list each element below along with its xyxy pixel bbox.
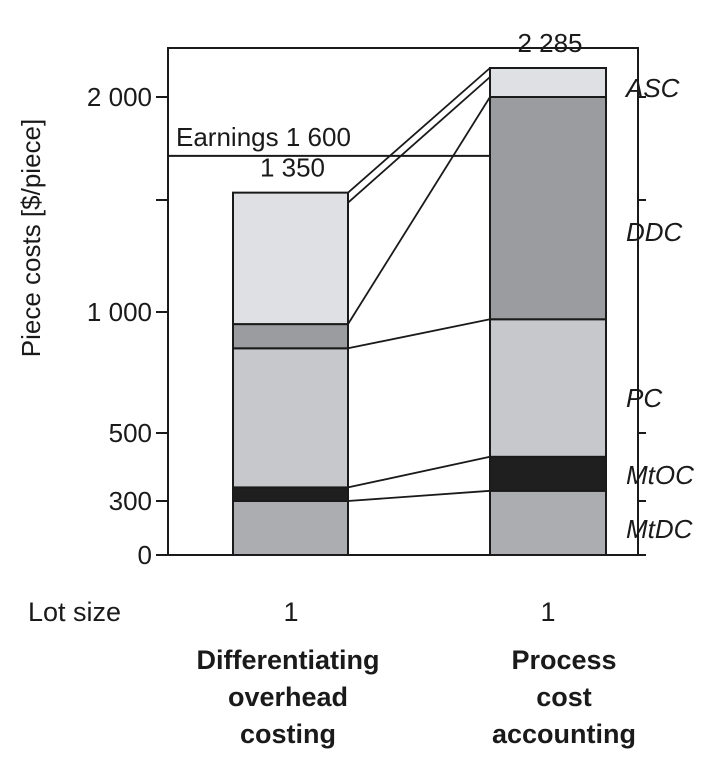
connector-line-asc-inner [347,76,491,204]
category-label-line: accounting [491,719,636,749]
bar-2-segment-pc [489,318,607,458]
category-label-bar-2: Process cost accounting [424,642,704,753]
category-label-line: cost [536,682,592,712]
lot-size-label: Lot size [28,597,122,627]
category-label-line: Differentiating [196,645,380,675]
earnings-label: Earnings 1 600 [176,122,351,152]
category-label-line: Process [511,645,617,675]
bar-1-segment-pc [232,347,349,489]
bar-1-segment-asc [232,191,349,326]
y-tick-label: 500 [109,418,152,448]
bar-1-segment-ddc [232,323,349,350]
bar-2-segment-ddc [489,96,607,321]
bar-2-segment-mtoc [489,455,607,492]
y-tick-label: 300 [109,486,152,516]
y-axis-title: Piece costs [$/piece] [16,119,46,357]
connector-line-ddc [347,96,491,325]
y-tick-label: 1 000 [87,297,152,327]
segment-label-ddc: DDC [626,217,683,247]
bar-1-segment-mtoc [232,486,349,502]
lot-size-value-bar-1: 1 [283,597,299,627]
y-tick-label: 2 000 [87,82,152,112]
category-label-line: costing [239,719,336,749]
bars [232,67,607,556]
bar-2-segment-asc [489,67,607,98]
y-tick-label: 0 [138,540,152,570]
segment-label-asc: ASC [624,73,680,103]
bar-2-segment-mtdc [489,489,607,556]
connector-line-mtoc [347,455,491,489]
connector-line-asc [347,67,491,194]
labels: 0 300 500 1 000 2 000 Piece costs [$/piece] Ea… [16,28,694,570]
segment-label-mtdc: MtDC [626,514,693,544]
bar-1-segment-mtdc [232,500,349,556]
plot-frame [167,47,639,556]
segment-label-mtoc: MtOC [626,460,694,490]
category-label-bar-1: Differentiating overhead costing [148,642,428,753]
bar-2-total-label: 2 285 [517,28,582,58]
axis-layer [156,47,646,556]
connector-line-pc [347,318,491,350]
bar-1-total-label: 1 350 [260,153,325,183]
lot-size-value-bar-2: 1 [540,597,556,627]
category-label-line: overhead [227,682,349,712]
connector-lines [347,67,491,502]
segment-label-pc: PC [626,383,662,413]
connector-line-mtdc [347,489,491,502]
